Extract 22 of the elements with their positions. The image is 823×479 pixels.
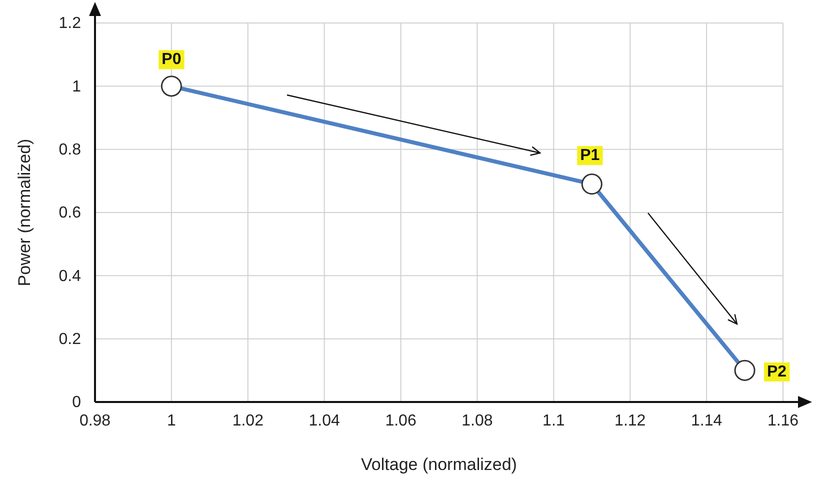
y-tick-label: 1.2: [58, 15, 82, 32]
x-tick-label: 1.14: [690, 412, 722, 430]
y-axis-title: Power (normalized): [15, 138, 34, 286]
y-tick-label: 1: [72, 78, 82, 96]
x-axis-title: Voltage (normalized): [361, 455, 517, 474]
x-tick-label: 1.1: [542, 412, 565, 430]
annotation: P2: [766, 363, 787, 380]
y-tick-label: 0.2: [58, 330, 82, 348]
x-tick-label: 1: [166, 412, 176, 430]
x-tick-label: 1.02: [232, 412, 264, 430]
y-tick-label: 0.8: [58, 141, 82, 158]
y-tick-label: 0.6: [58, 204, 82, 222]
x-tick-label: 1.16: [767, 412, 799, 430]
x-tick-label: 0.98: [79, 412, 111, 430]
x-tick-label: 1.08: [462, 412, 493, 430]
x-tick-label: 1.04: [308, 412, 340, 430]
x-tick-label: 1.06: [385, 412, 416, 430]
y-tick-label: 0.4: [58, 268, 82, 285]
y-tick-label: 0: [72, 394, 82, 412]
annotation: P0: [162, 51, 182, 68]
annotation: P1: [580, 147, 600, 164]
x-tick-label: 1.12: [614, 412, 646, 430]
